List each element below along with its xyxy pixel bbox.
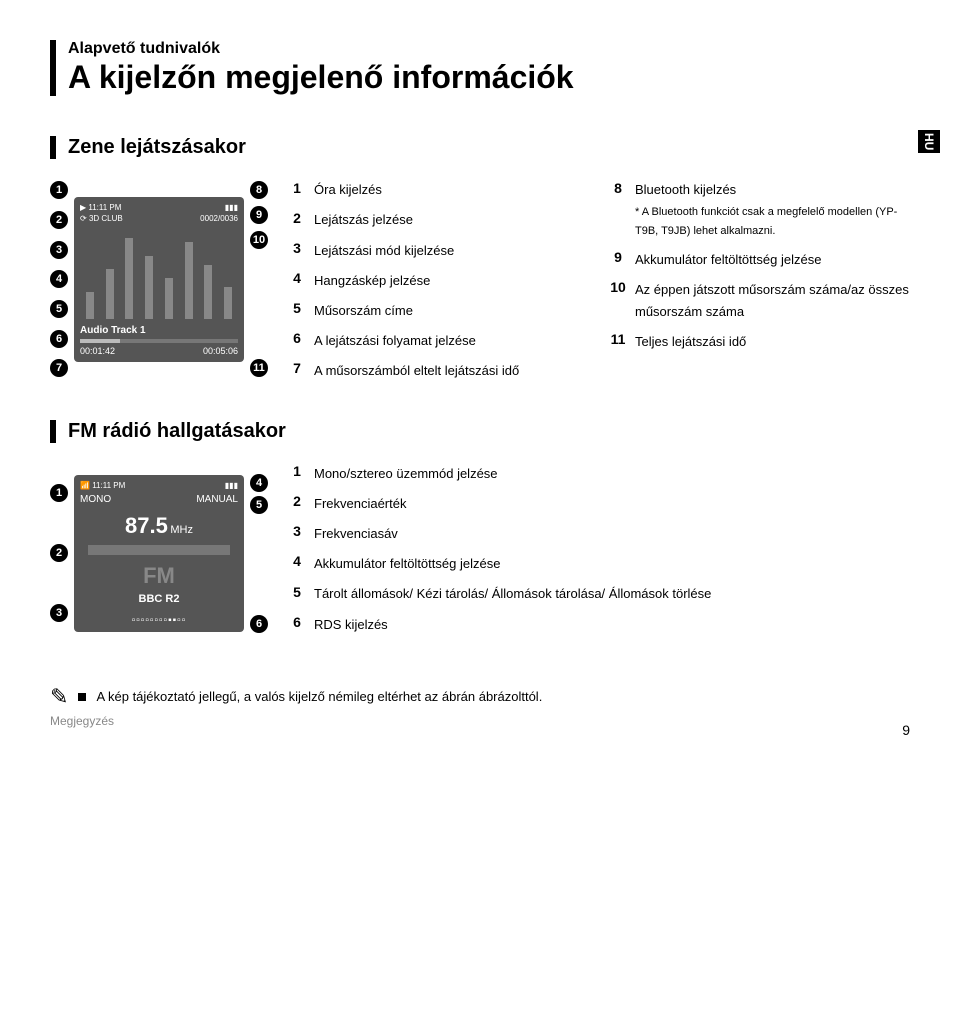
device1-right-callouts: 8 9 10 11 (250, 179, 268, 379)
fm-icon: FM (80, 563, 238, 589)
legend-text: A lejátszási folyamat jelzése (314, 330, 476, 352)
legend-num: 4 (288, 553, 306, 571)
callout: 10 (250, 231, 268, 249)
legend-text: Lejátszás jelzése (314, 209, 413, 231)
fm-frequency: 87.5 (125, 513, 168, 538)
header-subtitle: Alapvető tudnivalók (68, 40, 910, 58)
fm-bar (88, 545, 230, 555)
callout: 3 (50, 241, 68, 259)
legend-num: 6 (288, 614, 306, 632)
legend-text: Mono/sztereo üzemmód jelzése (314, 463, 498, 485)
callout: 5 (50, 300, 68, 318)
fm-manual: MANUAL (196, 494, 238, 505)
fm-station: BBC R2 (80, 593, 238, 605)
callout: 1 (50, 181, 68, 199)
device-track: Audio Track 1 (80, 325, 238, 336)
visualizer (80, 229, 238, 319)
legend-note: * A Bluetooth funkciót csak a megfelelő … (635, 203, 910, 240)
legend-num: 3 (288, 240, 306, 258)
legend-num: 7 (288, 360, 306, 378)
device-progress (80, 339, 238, 343)
device-counter: 0002/0036 (200, 214, 238, 223)
battery-icon: ▮▮▮ (225, 203, 238, 212)
fm-dots: ▫▫▫▫▫▫▫▫▪▪▫▫ (80, 615, 238, 626)
legend-num: 8 (609, 179, 627, 197)
footnote: ✎ A kép tájékoztató jellegű, a valós kij… (50, 684, 910, 710)
footnote-label: Megjegyzés (50, 714, 910, 728)
legend-num: 11 (609, 331, 627, 349)
legend-text: Akkumulátor feltöltöttség jelzése (314, 553, 500, 575)
bullet-icon (78, 693, 86, 701)
device1-left-callouts: 1 2 3 4 5 6 7 (50, 179, 68, 379)
legend-num: 1 (288, 463, 306, 481)
callout: 1 (50, 484, 68, 502)
legend-text: RDS kijelzés (314, 614, 388, 636)
language-tag: HU (918, 130, 940, 153)
callout: 5 (250, 496, 268, 514)
legend-text: Frekvenciasáv (314, 523, 398, 545)
legend-text: Bluetooth kijelzés (635, 182, 736, 197)
legend-text: Akkumulátor feltöltöttség jelzése (635, 249, 821, 271)
callout: 3 (50, 604, 68, 622)
music-player-device: ▶ 11:11 PM ▮▮▮ ⟳ 3D CLUB 0002/0036 Audio… (74, 197, 244, 362)
note-icon: ✎ (50, 684, 68, 710)
page-header: Alapvető tudnivalók A kijelzőn megjelenő… (50, 40, 910, 96)
legend-num: 2 (288, 493, 306, 511)
device-preset: ⟳ 3D CLUB (80, 214, 123, 223)
header-title: A kijelzőn megjelenő információk (68, 58, 910, 96)
legend-text: A műsorszámból eltelt lejátszási idő (314, 360, 519, 382)
device-elapsed: 00:01:42 (80, 346, 115, 356)
section2-content: 1 2 3 📶 11:11 PM ▮▮▮ MONO MANUAL 87.5 MH… (50, 463, 910, 644)
device1-column: 1 2 3 4 5 6 7 ▶ 11:11 PM ▮▮▮ ⟳ 3D CLUB 0… (50, 179, 268, 379)
legend-num: 9 (609, 249, 627, 267)
device-time: ▶ 11:11 PM (80, 203, 121, 212)
legend-text: Teljes lejátszási idő (635, 331, 746, 353)
legend-num: 6 (288, 330, 306, 348)
fm-radio-device: 📶 11:11 PM ▮▮▮ MONO MANUAL 87.5 MHz FM B… (74, 475, 244, 632)
section1-legend-a: 1 Óra kijelzés 2 Lejátszás jelzése 3 Lejáts… (288, 179, 589, 390)
page-number: 9 (902, 722, 910, 738)
device2-right-callouts: 4 5 6 (250, 474, 268, 633)
callout: 7 (50, 359, 68, 377)
callout: 4 (50, 270, 68, 288)
section1-content: 1 2 3 4 5 6 7 ▶ 11:11 PM ▮▮▮ ⟳ 3D CLUB 0… (50, 179, 910, 390)
legend-text: Tárolt állomások/ Kézi tárolás/ Állomáso… (314, 583, 711, 605)
legend-text: Frekvenciaérték (314, 493, 406, 515)
legend-num: 3 (288, 523, 306, 541)
callout: 9 (250, 206, 268, 224)
callout: 11 (250, 359, 268, 377)
legend-text: Lejátszási mód kijelzése (314, 240, 454, 262)
fm-mono: MONO (80, 494, 111, 505)
legend-text: Hangzáskép jelzése (314, 270, 430, 292)
legend-text: Műsorszám címe (314, 300, 413, 322)
section2-legend: 1 Mono/sztereo üzemmód jelzése 2 Frekvenci… (288, 463, 910, 644)
callout: 6 (250, 615, 268, 633)
legend-num: 10 (609, 279, 627, 297)
legend-text: Az éppen játszott műsorszám száma/az öss… (635, 279, 910, 323)
battery-icon: ▮▮▮ (225, 481, 238, 490)
callout: 8 (250, 181, 268, 199)
legend-num: 5 (288, 300, 306, 318)
device2-column: 1 2 3 📶 11:11 PM ▮▮▮ MONO MANUAL 87.5 MH… (50, 463, 268, 643)
device2-left-callouts: 1 2 3 (50, 463, 68, 643)
device-total: 00:05:06 (203, 346, 238, 356)
legend-num: 5 (288, 583, 306, 601)
section1-heading: Zene lejátszásakor (50, 136, 910, 159)
fm-time: 📶 11:11 PM (80, 481, 125, 490)
footnote-text: A kép tájékoztató jellegű, a valós kijel… (96, 689, 542, 704)
section2-heading: FM rádió hallgatásakor (50, 420, 910, 443)
legend-num: 2 (288, 209, 306, 227)
callout: 6 (50, 330, 68, 348)
legend-num: 1 (288, 179, 306, 197)
legend-num: 4 (288, 270, 306, 288)
legend-text: Óra kijelzés (314, 179, 382, 201)
fm-unit: MHz (170, 524, 193, 536)
callout: 4 (250, 474, 268, 492)
callout: 2 (50, 211, 68, 229)
callout: 2 (50, 544, 68, 562)
section1-legend-b: 8 Bluetooth kijelzés * A Bluetooth funkció… (609, 179, 910, 361)
